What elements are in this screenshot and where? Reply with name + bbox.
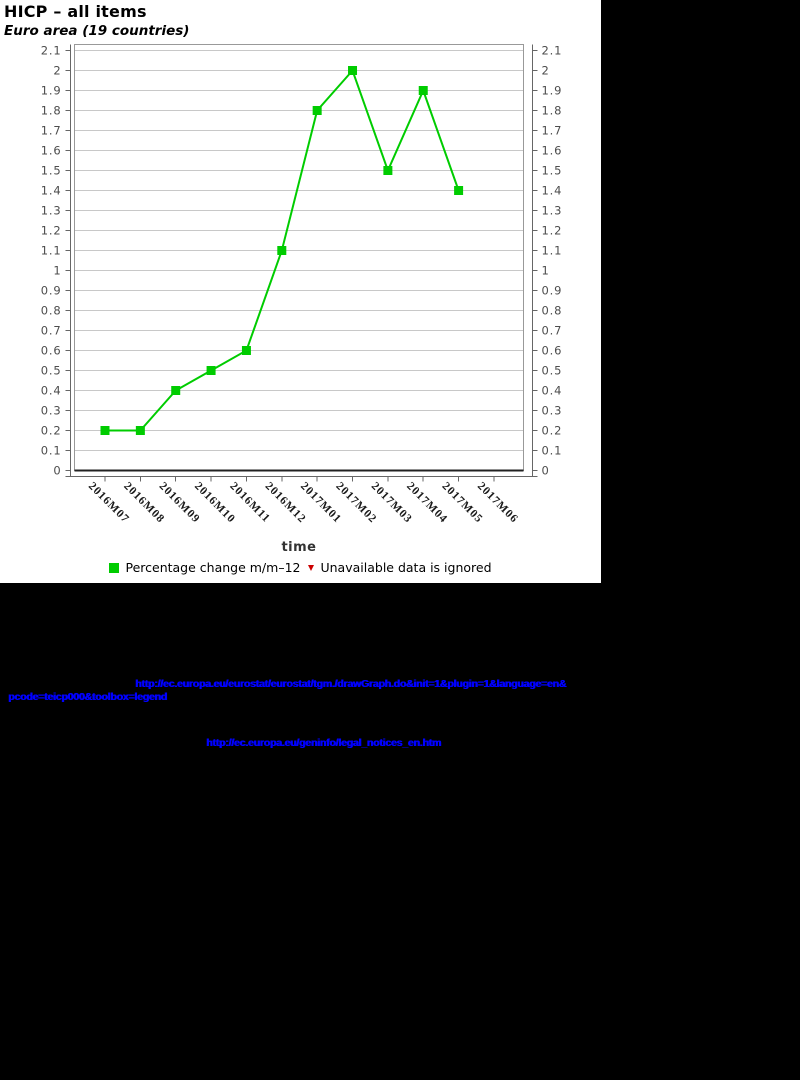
y-tick-label-left: 1.6 <box>41 144 62 158</box>
y-tick-label-right: 1.2 <box>542 224 563 238</box>
y-tick-label-left: 0.5 <box>41 364 62 378</box>
y-tick-label-right: 1.1 <box>542 244 563 258</box>
y-tick-label-right: 1.7 <box>542 124 563 138</box>
x-axis-title: time <box>281 540 316 555</box>
y-tick-label-left: 2 <box>53 64 61 78</box>
y-tick-label-left: 1 <box>53 264 61 278</box>
y-tick-label-right: 1.3 <box>542 204 563 218</box>
y-tick-label-left: 0.7 <box>41 324 62 338</box>
y-tick-label-right: 0.1 <box>542 444 563 458</box>
y-tick-label-right: 0 <box>542 464 550 478</box>
y-tick-label-left: 2.1 <box>41 44 62 58</box>
data-point-marker <box>100 426 110 435</box>
y-tick-label-left: 0 <box>53 464 61 478</box>
data-point-marker <box>454 186 464 195</box>
y-tick-label-left: 0.3 <box>41 404 62 418</box>
legend-item-label: Percentage change m/m–12 <box>125 560 301 575</box>
y-tick-label-right: 0.3 <box>542 404 563 418</box>
y-tick-label-right: 1.4 <box>542 184 563 198</box>
data-point-marker <box>348 66 358 75</box>
legend-item: Percentage change m/m–12 <box>109 560 300 575</box>
data-point-marker <box>277 246 287 255</box>
y-tick-label-right: 0.7 <box>542 324 563 338</box>
data-point-marker <box>135 426 145 435</box>
y-tick-label-left: 0.2 <box>41 424 62 438</box>
y-tick-label-right: 0.5 <box>542 364 563 378</box>
chart-legend: Percentage change m/m–12 Unavailable data… <box>0 560 601 575</box>
chart-panel: HICP – all items Euro area (19 countries… <box>0 0 601 583</box>
legend-square-icon <box>109 562 120 573</box>
graph-url-link-line2[interactable]: pcode=teicp000&toolbox=legend <box>8 691 167 703</box>
y-tick-label-right: 1.5 <box>542 164 563 178</box>
y-tick-label-left: 0.4 <box>41 384 62 398</box>
data-point-marker <box>241 346 251 355</box>
data-point-marker <box>418 86 428 95</box>
y-tick-label-left: 1.3 <box>41 204 62 218</box>
y-tick-label-right: 1.9 <box>542 84 563 98</box>
y-tick-label-right: 1.6 <box>542 144 563 158</box>
data-point-marker <box>171 386 181 395</box>
y-tick-label-right: 0.6 <box>542 344 563 358</box>
legend-item: Unavailable data is ignored <box>308 560 492 575</box>
y-tick-label-left: 0.8 <box>41 304 62 318</box>
y-tick-label-right: 0.9 <box>542 284 563 298</box>
y-tick-label-left: 1.1 <box>41 244 62 258</box>
y-tick-label-left: 1.5 <box>41 164 62 178</box>
y-tick-label-left: 1.4 <box>41 184 62 198</box>
y-tick-label-right: 1 <box>542 264 550 278</box>
y-tick-label-left: 1.7 <box>41 124 62 138</box>
chart-title: HICP – all items <box>4 2 147 21</box>
graph-url-link-line1[interactable]: http://ec.europa.eu/eurostat/eurostat/tg… <box>135 678 566 690</box>
y-tick-label-right: 2.1 <box>542 44 563 58</box>
legend-item-label: Unavailable data is ignored <box>320 560 492 575</box>
legal-notices-link[interactable]: http://ec.europa.eu/geninfo/legal_notice… <box>206 737 441 749</box>
legend-triangle-down-icon <box>308 565 315 571</box>
data-point-marker <box>206 366 216 375</box>
y-tick-label-right: 0.4 <box>542 384 563 398</box>
plot-border <box>74 44 524 471</box>
y-tick-label-right: 1.8 <box>542 104 563 118</box>
y-tick-label-left: 1.9 <box>41 84 62 98</box>
y-tick-label-left: 0.1 <box>41 444 62 458</box>
y-tick-label-right: 0.8 <box>542 304 563 318</box>
hicp-line-chart: 0 0 0.1 0.1 0.2 0.2 0.3 0.3 0.4 0.4 0.5 0.5 0.6 0.6 0.… <box>41 44 563 556</box>
y-tick-label-right: 0.2 <box>542 424 563 438</box>
data-point-marker <box>312 106 322 115</box>
y-tick-label-right: 2 <box>542 64 550 78</box>
y-tick-label-left: 0.9 <box>41 284 62 298</box>
y-tick-label-left: 1.2 <box>41 224 62 238</box>
data-point-marker <box>383 166 393 175</box>
y-tick-label-left: 1.8 <box>41 104 62 118</box>
chart-subtitle: Euro area (19 countries) <box>4 23 190 39</box>
y-tick-label-left: 0.6 <box>41 344 62 358</box>
